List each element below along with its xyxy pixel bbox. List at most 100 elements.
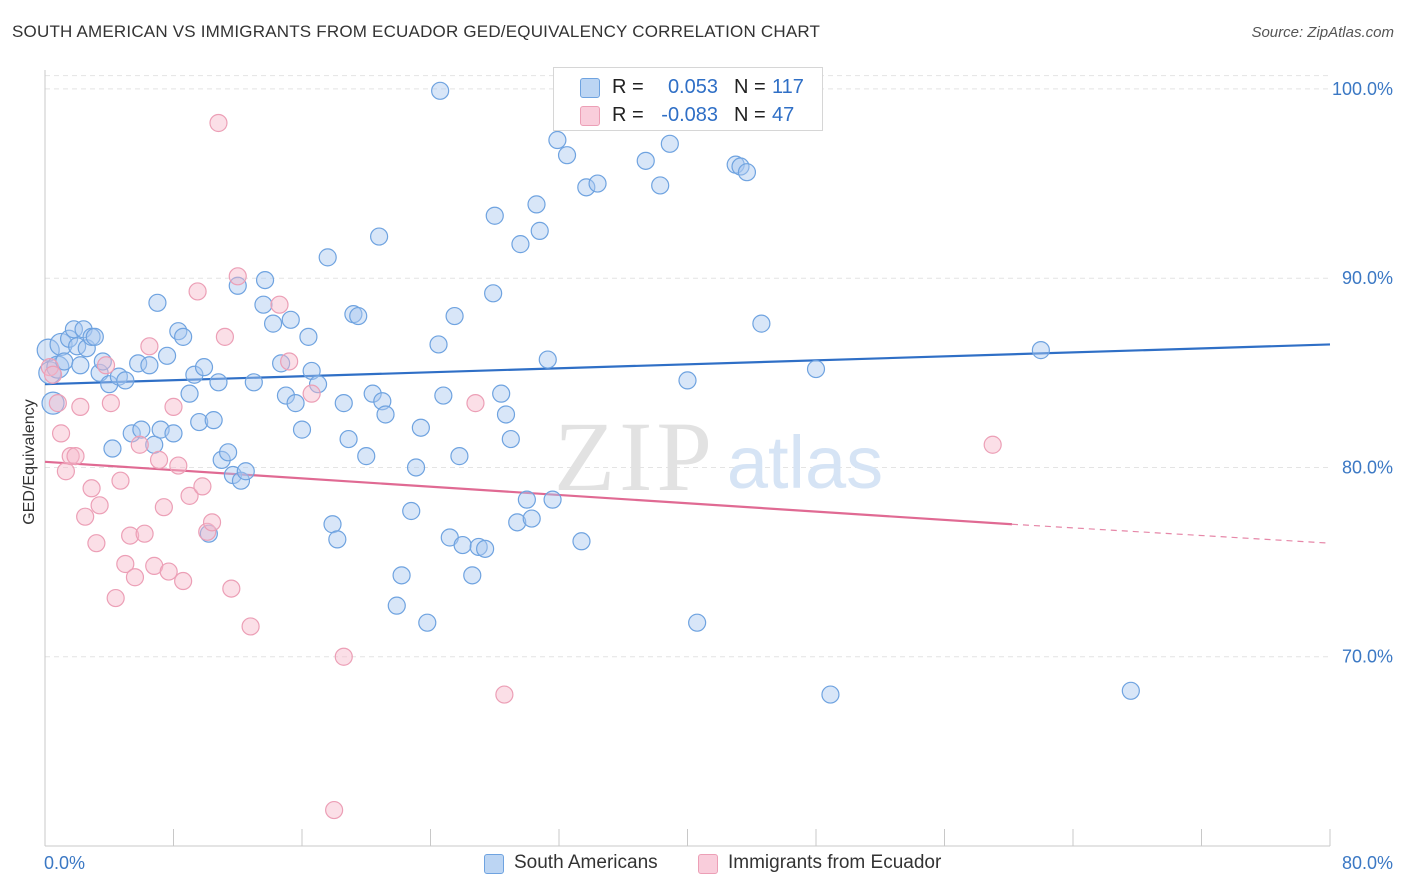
point-south-american: [357, 447, 376, 466]
trend-line-extension: [1011, 523, 1331, 544]
point-ecuador: [154, 498, 173, 517]
point-ecuador: [325, 800, 344, 820]
watermark-atlas: atlas: [727, 421, 883, 504]
point-south-american: [212, 450, 231, 469]
point-south-american: [463, 566, 482, 585]
point-ecuador: [495, 685, 514, 704]
point-south-american: [522, 509, 541, 528]
point-south-american: [231, 471, 251, 490]
point-ecuador: [280, 352, 299, 371]
point-south-american: [116, 371, 135, 390]
point-south-american: [64, 320, 84, 339]
point-south-american: [376, 405, 395, 424]
point-ecuador: [111, 471, 130, 490]
trend-lines: [44, 343, 1331, 544]
point-south-american: [543, 490, 562, 509]
point-ecuador: [241, 617, 260, 636]
point-south-american: [821, 685, 840, 704]
point-ecuador: [180, 486, 199, 505]
point-south-american: [286, 394, 305, 413]
legend-n-value: 117: [772, 76, 804, 98]
point-south-american: [406, 458, 426, 477]
point-south-american: [737, 163, 757, 182]
legend-n-value: 47: [772, 104, 795, 126]
chart-title: SOUTH AMERICAN VS IMMIGRANTS FROM ECUADO…: [12, 22, 821, 41]
point-ecuador: [164, 397, 183, 416]
point-south-american: [71, 356, 90, 375]
point-south-american: [527, 195, 546, 214]
tick-labels: 70.0% 80.0% 90.0% 100.0% 0.0% 80.0%: [44, 79, 1393, 873]
point-south-american: [180, 384, 199, 403]
watermark-zip: ZIP: [554, 401, 716, 512]
point-ecuador: [56, 462, 75, 481]
point-south-american: [334, 394, 353, 413]
point-south-american: [453, 535, 472, 555]
point-south-american: [148, 293, 167, 312]
point-ecuador: [130, 435, 149, 454]
legend: R = 0.053 N = 117 R = -0.083 N = 47: [553, 67, 823, 131]
point-south-american: [370, 227, 389, 246]
point-south-american: [484, 284, 503, 303]
point-south-american: [299, 327, 318, 346]
point-south-american: [255, 270, 275, 290]
y-tick-label: 80.0%: [1342, 457, 1393, 477]
point-south-american: [292, 420, 312, 439]
point-ecuador: [159, 562, 178, 581]
point-south-american: [538, 350, 557, 369]
point-south-american: [678, 371, 697, 390]
point-ecuador: [82, 479, 101, 498]
watermark: ZIP atlas: [554, 401, 883, 512]
point-south-american: [49, 332, 73, 357]
point-south-american: [469, 537, 488, 557]
point-south-american: [363, 384, 382, 403]
point-south-american: [244, 373, 263, 392]
y-axis-label: GED/Equivalency: [21, 399, 38, 524]
point-south-american: [323, 515, 342, 534]
point-south-american: [402, 501, 421, 521]
point-ecuador: [188, 282, 207, 301]
point-ecuador: [983, 435, 1002, 454]
point-ecuador: [71, 397, 90, 416]
point-south-american: [157, 346, 177, 365]
point-south-american: [577, 178, 596, 197]
point-south-american: [263, 314, 283, 333]
point-ecuador: [140, 337, 159, 356]
point-south-american: [174, 327, 193, 346]
point-south-american: [103, 439, 122, 458]
data-points: [36, 77, 1140, 820]
bottom-legend-swatch-pink: [698, 854, 718, 874]
point-south-american: [339, 429, 358, 449]
x-tick-label: 80.0%: [1342, 853, 1393, 873]
bottom-legend-swatch-blue: [484, 854, 504, 874]
trend-line: [44, 343, 1331, 386]
point-ecuador: [125, 568, 145, 587]
point-south-american: [132, 420, 151, 439]
point-south-american: [41, 391, 65, 415]
point-ecuador: [202, 513, 222, 532]
point-south-american: [1121, 681, 1140, 700]
legend-swatch-blue: [580, 78, 600, 98]
point-south-american: [485, 206, 504, 225]
point-south-american: [129, 354, 148, 373]
point-south-american: [308, 375, 328, 394]
trend-line: [44, 460, 1013, 526]
point-south-american: [318, 248, 337, 267]
axes: [44, 70, 1331, 847]
point-south-american: [169, 322, 188, 341]
point-south-american: [392, 566, 411, 585]
point-ecuador: [228, 267, 247, 286]
point-south-american: [557, 146, 577, 165]
point-south-american: [429, 335, 448, 354]
legend-r-value: 0.053: [667, 76, 718, 98]
point-south-american: [254, 295, 273, 314]
point-south-american: [219, 443, 238, 462]
point-south-american: [501, 429, 520, 449]
point-south-american: [194, 358, 214, 377]
point-ecuador: [149, 450, 169, 469]
point-ecuador: [51, 424, 71, 443]
y-tick-label: 100.0%: [1332, 79, 1393, 99]
point-ecuador: [270, 295, 289, 314]
point-ecuador: [135, 524, 154, 543]
x-tick-label: 0.0%: [44, 853, 85, 873]
